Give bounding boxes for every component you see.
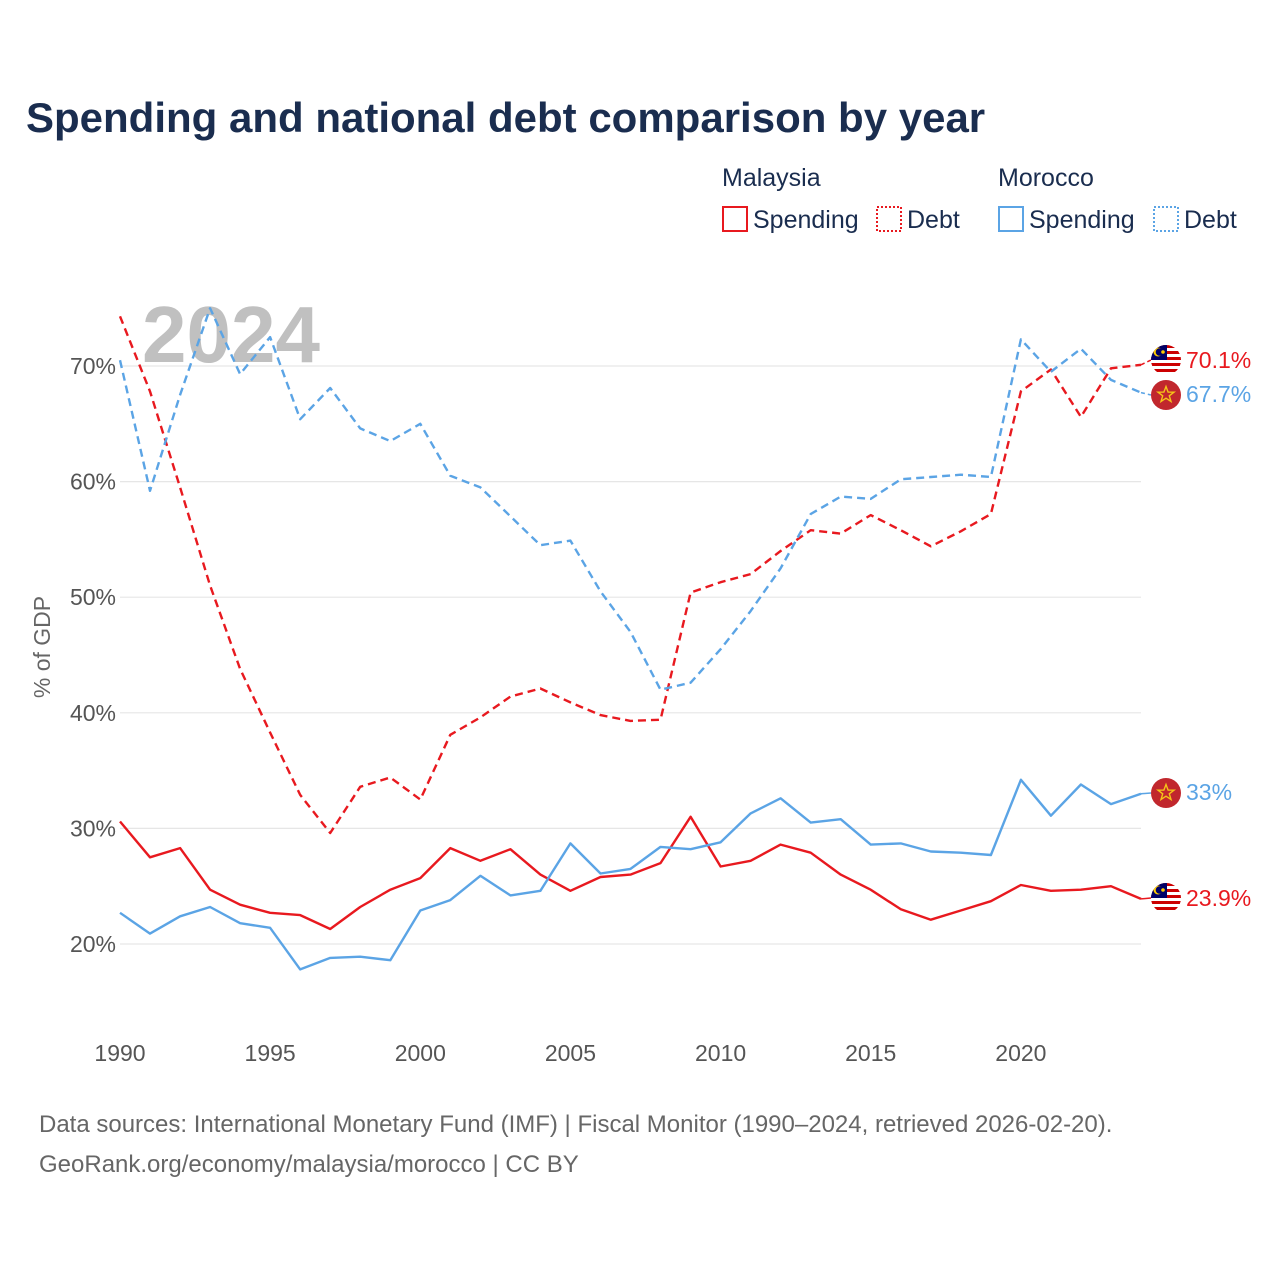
- connector-morocco-debt: [1140, 391, 1152, 396]
- x-tick-label: 2015: [845, 1040, 896, 1066]
- end-label-morocco-spending: 33%: [1186, 779, 1232, 805]
- x-tick-label: 2000: [395, 1040, 446, 1066]
- series-line-morocco-debt: [118, 307, 1142, 691]
- chart-title: Spending and national debt comparison by…: [26, 94, 985, 141]
- malaysia-flag-icon: [1151, 345, 1181, 375]
- morocco-flag-icon: [1151, 778, 1181, 808]
- source-line-2[interactable]: GeoRank.org/economy/malaysia/morocco | C…: [39, 1151, 579, 1178]
- legend-label-morocco-spending[interactable]: Spending: [1029, 206, 1135, 234]
- y-tick-label: 30%: [70, 815, 116, 841]
- morocco-flag-icon: [1151, 380, 1181, 410]
- legend: Malaysia Spending Debt Morocco Spending …: [722, 164, 1237, 234]
- y-axis-label: % of GDP: [29, 596, 55, 698]
- connector-morocco-spending: [1140, 792, 1152, 795]
- y-tick-label: 70%: [70, 353, 116, 379]
- x-tick-label: 2010: [695, 1040, 746, 1066]
- malaysia-flag-icon: [1151, 883, 1181, 913]
- connector-malaysia-spending: [1140, 897, 1152, 900]
- x-tick-label: 1995: [245, 1040, 296, 1066]
- x-axis-ticks: 1990 1995 2000 2005 2010 2015 2020: [94, 1040, 1046, 1066]
- legend-swatch-malaysia-spending: [722, 206, 748, 232]
- legend-label-malaysia-debt[interactable]: Debt: [907, 206, 960, 234]
- end-label-malaysia-spending: 23.9%: [1186, 885, 1251, 911]
- source-line-1: Data sources: International Monetary Fun…: [39, 1111, 1112, 1138]
- series-lines: [118, 307, 1142, 971]
- x-tick-label: 1990: [94, 1040, 145, 1066]
- legend-swatch-morocco-debt: [1153, 206, 1179, 232]
- connector-malaysia-debt: [1140, 359, 1152, 366]
- legend-label-morocco-debt[interactable]: Debt: [1184, 206, 1237, 234]
- y-tick-label: 50%: [70, 584, 116, 610]
- end-label-malaysia-debt: 70.1%: [1186, 347, 1251, 373]
- end-connectors: [1140, 359, 1152, 900]
- series-line-malaysia-spending: [119, 815, 1142, 931]
- x-tick-label: 2005: [545, 1040, 596, 1066]
- series-line-malaysia-debt: [118, 315, 1142, 835]
- y-tick-label: 40%: [70, 700, 116, 726]
- end-label-morocco-debt: 67.7%: [1186, 381, 1251, 407]
- x-tick-label: 2020: [995, 1040, 1046, 1066]
- legend-label-malaysia-spending[interactable]: Spending: [753, 206, 859, 234]
- legend-swatch-malaysia-debt: [876, 206, 902, 232]
- legend-group-morocco: Morocco: [998, 164, 1094, 192]
- legend-swatch-morocco-spending: [998, 206, 1024, 232]
- y-tick-label: 60%: [70, 469, 116, 495]
- year-watermark: 2024: [142, 290, 320, 379]
- legend-group-malaysia: Malaysia: [722, 164, 821, 192]
- y-axis-ticks: 20% 30% 40% 50% 60% 70%: [70, 353, 116, 957]
- gridlines: [120, 365, 1141, 945]
- y-tick-label: 20%: [70, 931, 116, 957]
- series-line-morocco-spending: [119, 778, 1142, 971]
